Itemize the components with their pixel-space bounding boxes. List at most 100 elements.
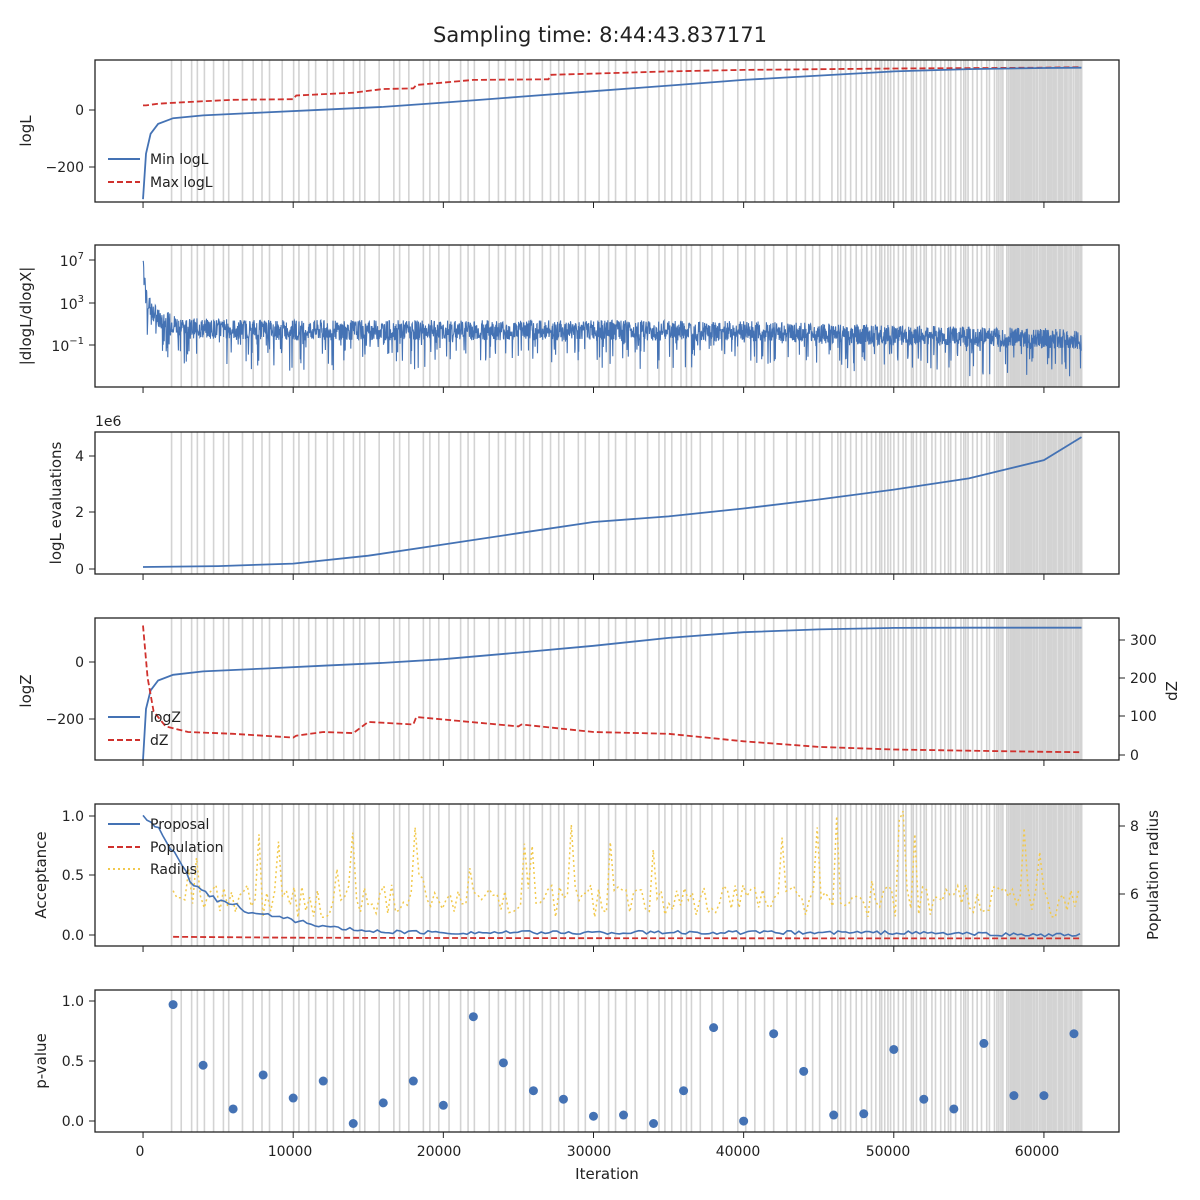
y-ticks: 0.0 0.5 1.0 bbox=[62, 994, 95, 1130]
pvalue-point bbox=[619, 1110, 629, 1120]
series-population bbox=[173, 935, 1082, 940]
y-ticks-right: 0 100 200 300 bbox=[1119, 633, 1157, 764]
y-tick-label: 6 bbox=[1130, 887, 1139, 903]
pvalue-point bbox=[588, 1111, 598, 1121]
plot-evaluations bbox=[142, 436, 1082, 568]
axes-frame bbox=[94, 617, 1120, 761]
y-tick-label: 4 bbox=[75, 449, 84, 465]
legend-label: Max logL bbox=[150, 175, 213, 191]
x-tick-label: 60000 bbox=[1015, 1144, 1060, 1160]
y-tick-label: 0 bbox=[75, 562, 84, 578]
y-tick-label: 1.0 bbox=[62, 809, 84, 825]
y-axis-label: logL evaluations bbox=[47, 441, 65, 564]
pvalue-point bbox=[228, 1104, 238, 1114]
y-ticks: 0 2 4 bbox=[75, 449, 95, 578]
series-evaluations bbox=[142, 436, 1082, 568]
y-tick-label: 0 bbox=[75, 103, 84, 119]
iteration-bands bbox=[170, 804, 1083, 946]
legend-label: logZ bbox=[150, 710, 181, 726]
plot-dlogL bbox=[142, 260, 1082, 377]
panel-evaluations: 1e6 0 2 4 logL evaluations bbox=[47, 414, 1120, 578]
series-proposal bbox=[142, 814, 1081, 938]
legend-label: Proposal bbox=[150, 817, 209, 833]
y-tick-label: 1.0 bbox=[62, 994, 84, 1010]
x-tick-label: 30000 bbox=[567, 1144, 612, 1160]
y-ticks-left: 0.0 0.5 1.0 bbox=[62, 809, 95, 944]
y-axis-label: |dlogL/dlogX| bbox=[17, 267, 35, 366]
y-tick-label: 0.0 bbox=[62, 928, 84, 944]
legend: Proposal Population Radius bbox=[108, 817, 224, 878]
y-offset-label: 1e6 bbox=[95, 414, 122, 430]
iteration-bands bbox=[170, 432, 1083, 574]
x-tick-label: 10000 bbox=[268, 1144, 313, 1160]
plot-acceptance bbox=[142, 810, 1082, 940]
pvalue-point bbox=[829, 1110, 839, 1120]
pvalue-point bbox=[498, 1058, 508, 1068]
y-tick-label: 10−1 bbox=[51, 336, 84, 355]
y-ticks-left: 0 −200 bbox=[46, 655, 95, 728]
y-axis-label: logL bbox=[17, 115, 35, 147]
figure-title: Sampling time: 8:44:43.837171 bbox=[433, 23, 767, 47]
pvalue-point bbox=[1069, 1029, 1079, 1039]
iteration-bands bbox=[170, 618, 1083, 760]
axes-frame bbox=[94, 431, 1120, 575]
pvalue-point bbox=[1009, 1091, 1019, 1101]
plot-logZ bbox=[142, 625, 1082, 761]
axes-frame bbox=[94, 59, 1120, 203]
y-tick-label: 0.5 bbox=[62, 868, 84, 884]
pvalue-point bbox=[558, 1094, 568, 1104]
pvalue-point bbox=[408, 1076, 418, 1086]
plot-pvalue bbox=[168, 1000, 1079, 1129]
pvalue-point bbox=[528, 1086, 538, 1096]
y-axis-label-right: dZ bbox=[1163, 681, 1181, 701]
y-ticks: 0 −200 bbox=[46, 103, 95, 176]
legend-label: Population bbox=[150, 840, 224, 856]
legend-label: Radius bbox=[150, 862, 197, 878]
panel-pvalue: 0.0 0.5 1.0 p-value bbox=[32, 989, 1120, 1133]
pvalue-point bbox=[949, 1104, 959, 1114]
pvalue-point bbox=[769, 1029, 779, 1039]
y-tick-label: 100 bbox=[1130, 709, 1157, 725]
y-tick-label: 0 bbox=[1130, 748, 1139, 764]
panel-logL: 0 −200 logL Min logL Max logL bbox=[17, 59, 1120, 203]
x-tick-label: 20000 bbox=[417, 1144, 462, 1160]
legend-label: dZ bbox=[150, 733, 168, 749]
pvalue-point bbox=[348, 1119, 358, 1129]
y-tick-label: 103 bbox=[60, 294, 84, 313]
pvalue-point bbox=[919, 1094, 929, 1104]
series-min-logL bbox=[142, 66, 1082, 200]
y-tick-label: 200 bbox=[1130, 671, 1157, 687]
series-radius bbox=[172, 810, 1080, 919]
pvalue-point bbox=[468, 1012, 478, 1022]
pvalue-point bbox=[288, 1093, 298, 1103]
y-tick-label: 107 bbox=[60, 251, 84, 270]
iteration-bands bbox=[170, 60, 1083, 202]
pvalue-point bbox=[258, 1070, 268, 1080]
panel-logZ: 0 −200 0 100 200 300 logZ dZ logZ dZ bbox=[17, 617, 1181, 764]
x-tick-label: 40000 bbox=[716, 1144, 761, 1160]
x-ticks bbox=[142, 202, 1045, 1138]
series-logZ bbox=[142, 626, 1082, 761]
x-tick-labels: 0 10000 20000 30000 40000 50000 60000 bbox=[136, 1144, 1060, 1160]
legend: logZ dZ bbox=[108, 710, 181, 749]
series-dlogL bbox=[142, 260, 1082, 377]
legend: Min logL Max logL bbox=[108, 152, 213, 191]
pvalue-point bbox=[438, 1100, 448, 1110]
pvalue-point bbox=[198, 1060, 208, 1070]
pvalue-point bbox=[979, 1038, 989, 1048]
series-dZ bbox=[142, 625, 1082, 754]
y-ticks: 107 103 10−1 bbox=[51, 251, 95, 355]
pvalue-point bbox=[739, 1116, 749, 1126]
pvalue-point bbox=[859, 1109, 869, 1119]
pvalue-point bbox=[318, 1076, 328, 1086]
panel-acceptance: 0.0 0.5 1.0 6 8 Acceptance Population ra… bbox=[32, 803, 1162, 947]
x-tick-label: 50000 bbox=[866, 1144, 911, 1160]
axes-frame bbox=[94, 244, 1120, 388]
y-tick-label: −200 bbox=[46, 712, 84, 728]
x-axis-label: Iteration bbox=[575, 1165, 639, 1183]
iteration-bands bbox=[170, 990, 1083, 1132]
iteration-bands bbox=[170, 245, 1083, 387]
pvalue-point bbox=[1039, 1091, 1049, 1101]
y-axis-label: p-value bbox=[32, 1033, 50, 1089]
